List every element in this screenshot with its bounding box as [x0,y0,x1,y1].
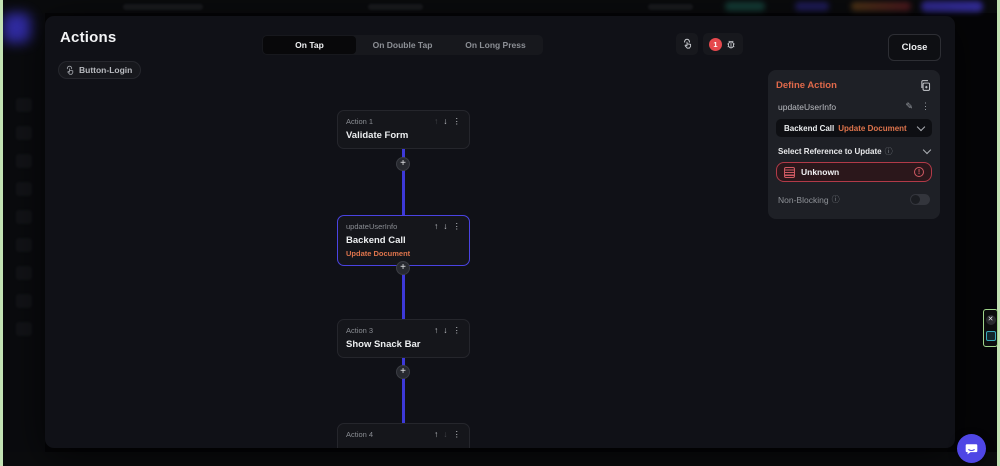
chat-fab-button[interactable] [957,434,986,463]
recording-border-left [0,0,3,466]
move-down-icon[interactable]: ↓ [443,429,448,440]
info-icon: ⓘ [831,195,840,204]
gesture-tabbar: On Tap On Double Tap On Long Press [262,35,543,55]
node-id: Action 4 [346,430,374,439]
error-icon: ! [914,167,924,177]
kebab-menu-icon[interactable]: ⋮ [452,325,462,336]
error-count-badge: 1 [709,37,722,51]
trigger-chip-label: Button-Login [79,65,133,75]
add-action-button-1[interactable]: + [396,157,410,171]
node-title: Show Snack Bar [346,339,421,350]
collection-icon [784,166,795,178]
action-node-2-selected[interactable]: updateUserInfo ↑ ↓ ⋮ Backend Call Update… [337,215,470,266]
app-logo [3,13,31,43]
extension-widget: ✕ [983,309,998,347]
chevron-down-icon [916,122,926,131]
gesture-icon [684,38,692,49]
app-topbar [3,0,997,13]
tab-on-tap[interactable]: On Tap [263,36,356,54]
info-icon: ⓘ [884,147,893,156]
move-up-icon[interactable]: ↑ [434,325,439,336]
close-button[interactable]: Close [888,34,941,61]
flow-connector-line [402,146,405,446]
tab-on-long-press[interactable]: On Long Press [465,40,526,50]
page-title: Actions [60,29,117,46]
non-blocking-label: Non-Blocking [778,194,829,205]
add-action-button-2[interactable]: + [396,261,410,275]
move-down-icon[interactable]: ↓ [443,221,448,232]
action-node-3[interactable]: Action 3 ↑ ↓ ⋮ Show Snack Bar [337,319,470,358]
move-down-icon[interactable]: ↓ [443,325,448,336]
move-up-icon[interactable]: ↑ [434,429,439,440]
add-action-button-3[interactable]: + [396,365,410,379]
reference-value: Unknown [801,167,840,177]
action-type-dropdown[interactable]: Backend Call Update Document [776,119,932,137]
panel-title: Define Action [776,80,837,91]
kebab-menu-icon[interactable]: ⋮ [452,221,462,232]
action-name: updateUserInfo [778,101,837,112]
move-down-icon[interactable]: ↓ [443,116,448,127]
tab-on-double-tap[interactable]: On Double Tap [372,40,433,50]
node-id: Action 1 [346,117,374,126]
kebab-menu-icon[interactable]: ⋮ [452,116,462,127]
gesture-settings-button[interactable] [676,33,698,55]
kebab-menu-icon[interactable]: ⋮ [921,101,930,111]
error-bug-button[interactable]: 1 [703,33,743,55]
edit-pencil-icon[interactable]: ✎ [905,101,913,111]
copy-action-icon[interactable] [919,79,932,92]
move-up-icon[interactable]: ↑ [434,221,439,232]
bug-icon [727,40,735,49]
node-subtitle: Update Document [346,249,411,258]
extension-capture-icon[interactable] [985,330,996,341]
action-type: Backend Call [784,123,835,133]
node-title: Backend Call [346,235,406,246]
app-sidebar [3,13,45,452]
action-subtype: Update Document [838,123,907,133]
move-up-icon[interactable]: ↑ [434,116,439,127]
chevron-down-icon[interactable] [922,145,932,155]
define-action-panel: Define Action updateUserInfo ✎ ⋮ Backend… [768,70,940,219]
non-blocking-toggle[interactable] [910,194,930,205]
reference-label: Select Reference to Update [778,147,882,156]
reference-select-field-error[interactable]: Unknown ! [776,162,932,182]
chat-bubble-icon [965,444,978,455]
action-node-1[interactable]: Action 1 ↑ ↓ ⋮ Validate Form [337,110,470,149]
tap-gesture-icon [66,65,74,75]
recording-border-right [997,0,1000,466]
extension-close-icon[interactable]: ✕ [985,315,996,326]
kebab-menu-icon[interactable]: ⋮ [452,429,462,440]
node-id: updateUserInfo [346,222,398,231]
trigger-chip-button-login[interactable]: Button-Login [58,61,142,79]
action-node-4[interactable]: Action 4 ↑ ↓ ⋮ [337,423,470,448]
actions-modal: Actions Button-Login On Tap On Double Ta… [45,16,955,448]
node-id: Action 3 [346,326,374,335]
app-statusbar [3,452,997,466]
node-title: Validate Form [346,130,409,141]
